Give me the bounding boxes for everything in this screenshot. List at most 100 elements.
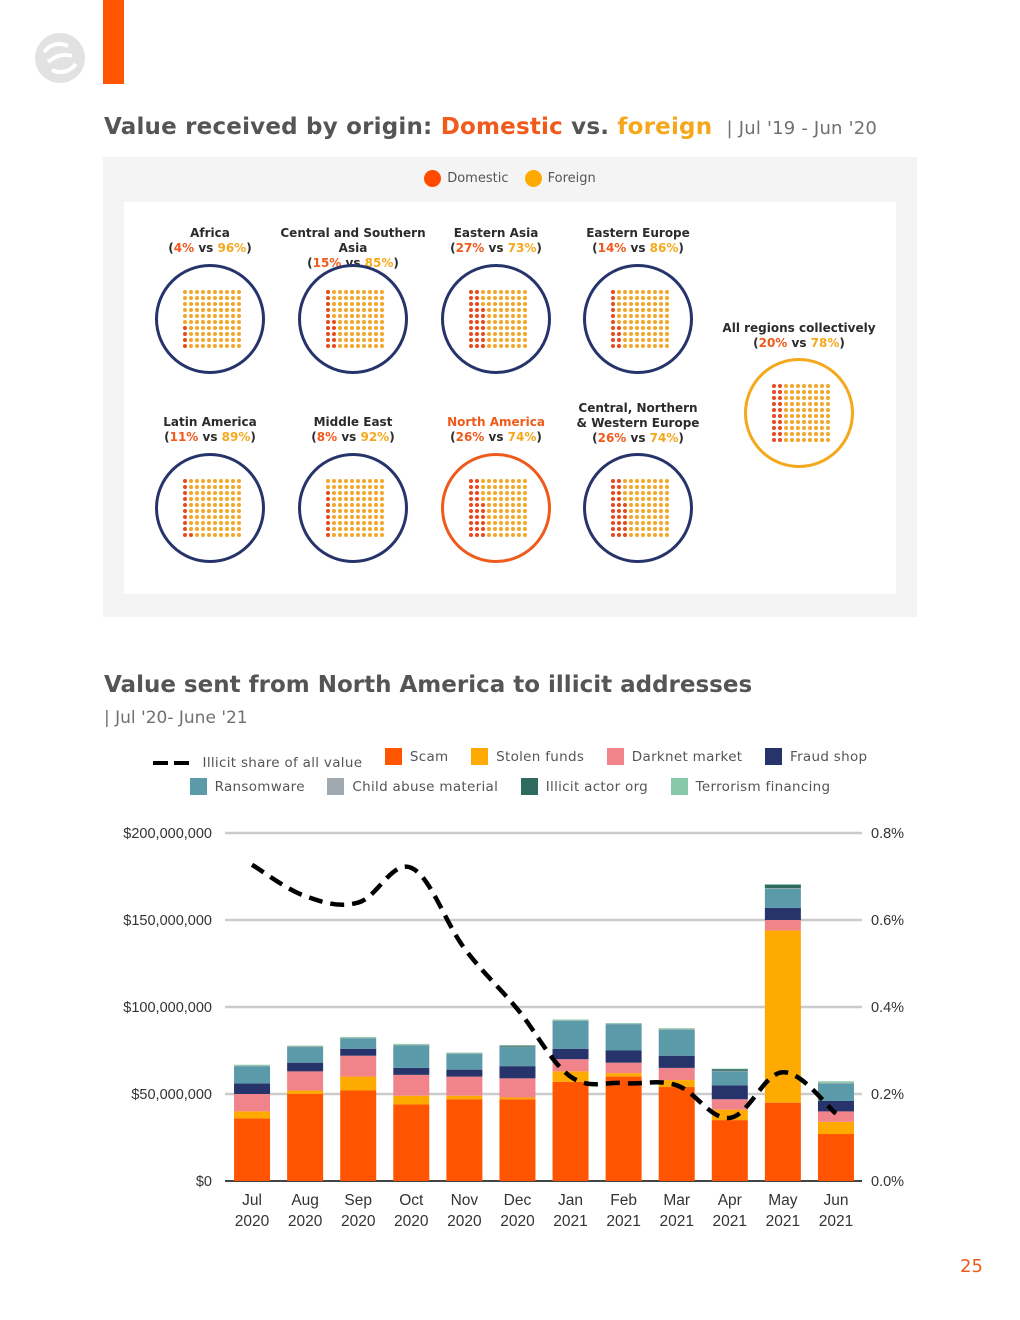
bar-segment-ransomware	[711, 1071, 748, 1086]
legend-label: Illicit share of all value	[202, 755, 363, 771]
domestic-dot	[481, 509, 485, 513]
foreign-dot	[356, 344, 360, 348]
foreign-dot	[231, 344, 235, 348]
foreign-dot	[826, 390, 830, 394]
region-label: Latin America (11% vs 89%)	[130, 415, 290, 445]
foreign-dot	[499, 314, 503, 318]
foreign-pct: 74%	[649, 431, 679, 445]
foreign-dot	[487, 344, 491, 348]
y-left-tick-label: $50,000,000	[131, 1087, 212, 1103]
foreign-dot	[790, 402, 794, 406]
foreign-dot	[380, 491, 384, 495]
foreign-dot	[207, 509, 211, 513]
foreign-dot	[659, 497, 663, 501]
foreign-dot	[368, 326, 372, 330]
foreign-dot	[493, 314, 497, 318]
foreign-dot	[653, 479, 657, 483]
foreign-dot	[219, 326, 223, 330]
domestic-pct: 8%	[316, 430, 338, 444]
foreign-dot	[231, 314, 235, 318]
domestic-dot	[475, 302, 479, 306]
bar-segment-child-abuse-material	[393, 1044, 430, 1046]
foreign-dot	[808, 414, 812, 418]
y-left-tick-label: $0	[196, 1174, 212, 1190]
domestic-pct: 26%	[455, 430, 485, 444]
foreign-dot	[790, 390, 794, 394]
foreign-dot	[659, 485, 663, 489]
domestic-dot	[183, 338, 187, 342]
foreign-dot	[183, 314, 187, 318]
foreign-dot	[207, 338, 211, 342]
foreign-dot	[201, 332, 205, 336]
legend-item-foreign: Foreign	[524, 170, 596, 187]
foreign-dot	[344, 503, 348, 507]
domestic-dot	[611, 533, 615, 537]
x-tick-label-year: 2021	[659, 1213, 693, 1230]
domestic-dot	[469, 314, 473, 318]
bar-segment-scam	[340, 1090, 377, 1181]
foreign-dot	[629, 515, 633, 519]
foreign-dot	[653, 314, 657, 318]
legend-label: Child abuse material	[352, 778, 499, 795]
foreign-dot	[523, 485, 527, 489]
foreign-dot	[814, 396, 818, 400]
foreign-dot	[653, 509, 657, 513]
foreign-dot	[344, 527, 348, 531]
foreign-dot	[511, 320, 515, 324]
foreign-dot	[189, 509, 193, 513]
section1-title: Value received by origin: Domestic vs. f…	[104, 114, 877, 140]
foreign-dot	[659, 479, 663, 483]
foreign-dot	[237, 302, 241, 306]
bar-segment-ransomware	[764, 888, 801, 908]
domestic-dot	[326, 308, 330, 312]
foreign-dot	[802, 390, 806, 394]
domestic-dot	[469, 533, 473, 537]
domestic-pct: 4%	[173, 241, 195, 255]
bar-segment-fraud-shop	[287, 1062, 324, 1072]
domestic-dot	[623, 503, 627, 507]
foreign-dot	[523, 320, 527, 324]
foreign-dot	[189, 344, 193, 348]
foreign-dot	[183, 290, 187, 294]
foreign-dot	[623, 314, 627, 318]
bar-segment-ransomware	[234, 1066, 271, 1084]
foreign-dot	[629, 320, 633, 324]
y-left-tick-label: $100,000,000	[123, 1000, 212, 1016]
foreign-dot	[189, 491, 193, 495]
bar-segment-child-abuse-material	[499, 1046, 536, 1048]
bar-segment-child-abuse-material	[764, 888, 801, 889]
domestic-dot	[481, 503, 485, 507]
foreign-dot	[195, 326, 199, 330]
foreign-dot	[237, 314, 241, 318]
bar-segment-scam	[234, 1118, 271, 1181]
region-label: North America (26% vs 74%)	[416, 415, 576, 445]
foreign-dot	[374, 320, 378, 324]
bar-segment-scam	[499, 1099, 536, 1181]
foreign-dot	[493, 485, 497, 489]
foreign-dot	[374, 527, 378, 531]
domestic-dot	[183, 509, 187, 513]
foreign-dot	[659, 290, 663, 294]
foreign-dot	[368, 527, 372, 531]
foreign-dot	[344, 338, 348, 342]
waffle-grid	[610, 289, 670, 349]
foreign-dot	[213, 521, 217, 525]
foreign-dot	[201, 338, 205, 342]
foreign-dot	[344, 290, 348, 294]
foreign-dot	[517, 521, 521, 525]
domestic-dot	[469, 497, 473, 501]
foreign-dot	[332, 290, 336, 294]
foreign-dot	[207, 485, 211, 489]
foreign-dot	[189, 320, 193, 324]
x-tick-label-month: Apr	[718, 1192, 742, 1209]
foreign-dot	[189, 479, 193, 483]
foreign-dot	[523, 509, 527, 513]
foreign-dot	[511, 308, 515, 312]
foreign-dot	[338, 497, 342, 501]
foreign-dot	[380, 290, 384, 294]
foreign-dot	[505, 521, 509, 525]
foreign-dot	[635, 302, 639, 306]
bar-segment-darknet-market	[234, 1094, 271, 1112]
foreign-dot	[629, 497, 633, 501]
x-tick-label-year: 2021	[713, 1213, 747, 1230]
